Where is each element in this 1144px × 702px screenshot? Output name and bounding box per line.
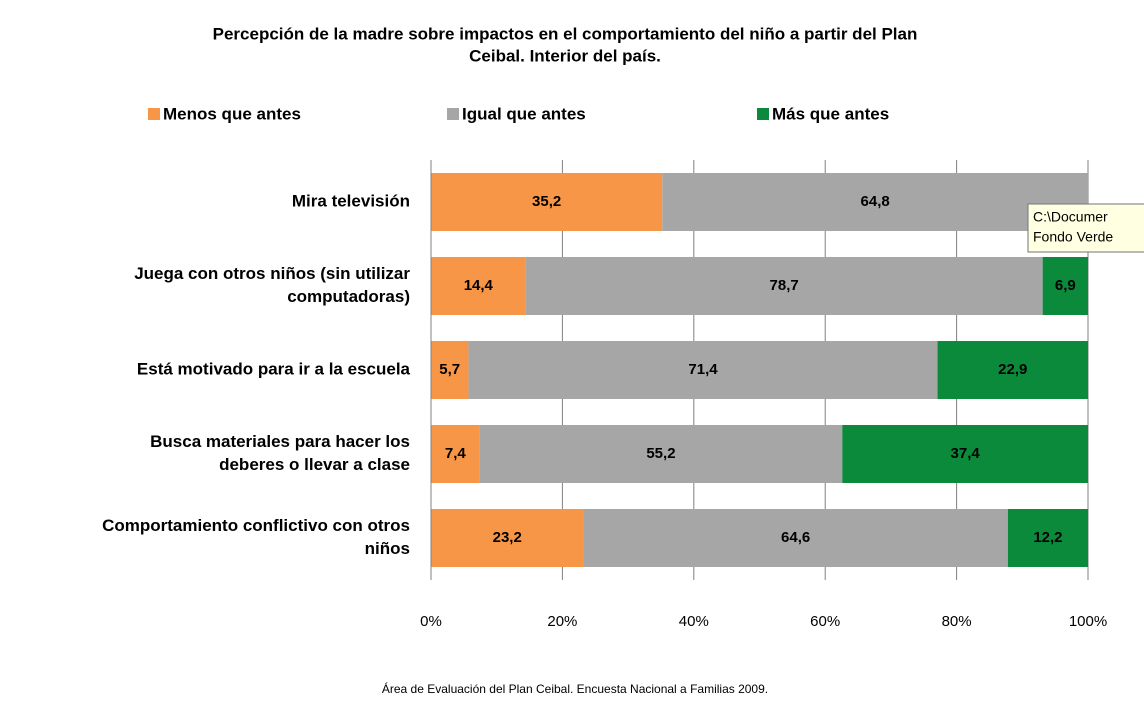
bar-segment: [479, 425, 843, 483]
chart-title: Percepción de la madre sobre impactos en…: [213, 24, 918, 43]
category-label: deberes o llevar a clase: [219, 455, 410, 474]
value-label: 35,2: [532, 193, 561, 210]
legend-label: Más que antes: [772, 104, 889, 123]
bar-segment: [431, 257, 526, 315]
bar-segment: [431, 425, 480, 483]
category-label: niños: [365, 539, 410, 558]
value-label: 64,6: [781, 529, 810, 546]
value-label: 12,2: [1033, 529, 1062, 546]
category-label: Está motivado para ir a la escuela: [137, 359, 411, 378]
category-label: Juega con otros niños (sin utilizar: [134, 264, 410, 283]
bar-segment: [1042, 257, 1088, 315]
x-tick-label: 0%: [420, 613, 442, 630]
bar-segment: [583, 509, 1008, 567]
x-tick-label: 20%: [547, 613, 577, 630]
chart-title: Ceibal. Interior del país.: [469, 46, 661, 65]
bar-segment: [431, 173, 663, 231]
source-note: Área de Evaluación del Plan Ceibal. Encu…: [382, 681, 768, 696]
bar-segment: [662, 173, 1088, 231]
value-label: 5,7: [439, 361, 460, 378]
legend-swatch: [447, 108, 459, 120]
value-label: 14,4: [464, 277, 494, 294]
value-label: 22,9: [998, 361, 1027, 378]
legend-swatch: [148, 108, 160, 120]
x-tick-label: 60%: [810, 613, 840, 630]
value-label: 23,2: [493, 529, 522, 546]
bar-segment: [937, 341, 1088, 399]
x-tick-label: 80%: [942, 613, 972, 630]
bar-segment: [468, 341, 938, 399]
category-label: Comportamiento conflictivo con otros: [102, 516, 410, 535]
value-label: 7,4: [445, 445, 467, 462]
category-label: Mira televisión: [292, 191, 410, 210]
legend-label: Menos que antes: [163, 104, 301, 123]
bar-segment: [1007, 509, 1088, 567]
value-label: 6,9: [1055, 277, 1076, 294]
legend-swatch: [757, 108, 769, 120]
value-label: 64,8: [861, 193, 890, 210]
value-label: 78,7: [770, 277, 799, 294]
tooltip-box: [1027, 203, 1144, 253]
category-label: Busca materiales para hacer los: [150, 432, 410, 451]
category-label: computadoras): [287, 287, 410, 306]
x-tick-label: 100%: [1069, 613, 1107, 630]
tooltip-text: C:\Documer: [1033, 209, 1108, 225]
legend-label: Igual que antes: [462, 104, 586, 123]
bar-segment: [525, 257, 1043, 315]
value-label: 37,4: [951, 445, 981, 462]
value-label: 55,2: [646, 445, 675, 462]
bar-segment: [431, 341, 469, 399]
bar-segment: [842, 425, 1088, 483]
bar-segment: [431, 509, 584, 567]
value-label: 71,4: [688, 361, 718, 378]
x-tick-label: 40%: [679, 613, 709, 630]
tooltip-text: Fondo Verde: [1033, 229, 1113, 245]
